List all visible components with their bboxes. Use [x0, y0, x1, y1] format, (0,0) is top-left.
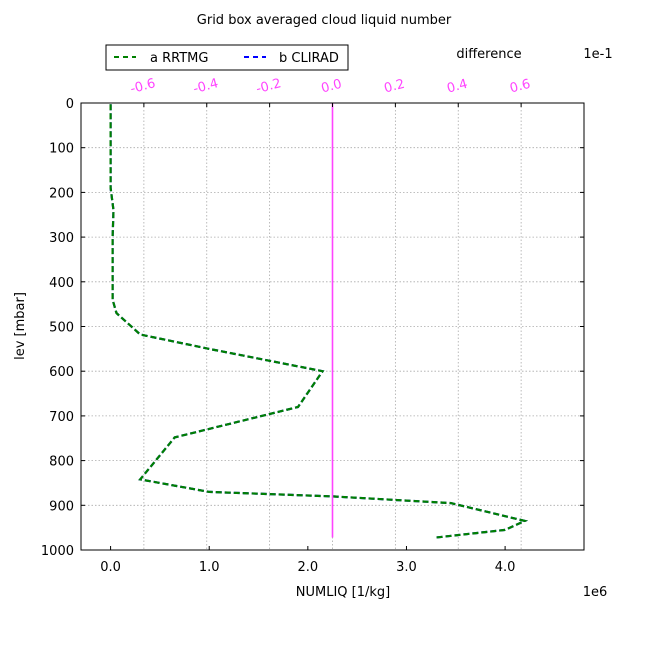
axes: 0.0 1.0 2.0 3.0 4.0 0 100 200 300 400 500 600 700 800… [41, 76, 585, 575]
y-tick-label: 100 [49, 142, 74, 157]
y-tick-label: 200 [49, 186, 74, 201]
y-tick-label: 800 [49, 455, 74, 470]
y-axis-label: lev [mbar] [13, 292, 28, 360]
difference-axis-label: difference [456, 47, 521, 62]
y-tick-label: 500 [49, 321, 74, 336]
legend-label-clirad: b CLIRAD [279, 51, 339, 66]
legend-box [105, 44, 349, 71]
series-line-rrtmg [109, 104, 529, 539]
y-tick-label: 1000 [41, 544, 74, 559]
difference-tick-label: -0.4 [192, 76, 220, 97]
chart-title: Grid box averaged cloud liquid number [197, 13, 452, 28]
difference-tick-label: -0.6 [129, 76, 157, 97]
y-tick-label: 700 [49, 410, 74, 425]
y-tick-label: 900 [49, 499, 74, 514]
x-tick-label: 4.0 [495, 560, 516, 575]
difference-tick-label: 0.6 [508, 77, 532, 97]
plot-area [109, 103, 529, 539]
y-tick-label: 0 [66, 97, 74, 112]
x-tick-label: 1.0 [199, 560, 220, 575]
y-tick-label: 300 [49, 231, 74, 246]
difference-tick-label: 0.4 [445, 77, 469, 97]
x-tick-label: 2.0 [297, 560, 318, 575]
difference-tick-label: -0.2 [255, 76, 283, 97]
x-tick-label: 3.0 [396, 560, 417, 575]
x-tick-label: 0.0 [100, 560, 121, 575]
y-tick-label: 400 [49, 276, 74, 291]
difference-tick-label: 0.2 [383, 77, 407, 97]
difference-tick-label: 0.0 [320, 77, 344, 97]
series-line-clirad [109, 104, 529, 539]
difference-scale-label: 1e-1 [583, 47, 612, 62]
x-axis-label: NUMLIQ [1/kg] [296, 585, 390, 600]
legend-label-rrtmg: a RRTMG [150, 51, 208, 66]
legend: a RRTMG b CLIRAD [105, 44, 349, 71]
x-scale-label: 1e6 [583, 585, 608, 600]
y-tick-label: 600 [49, 365, 74, 380]
